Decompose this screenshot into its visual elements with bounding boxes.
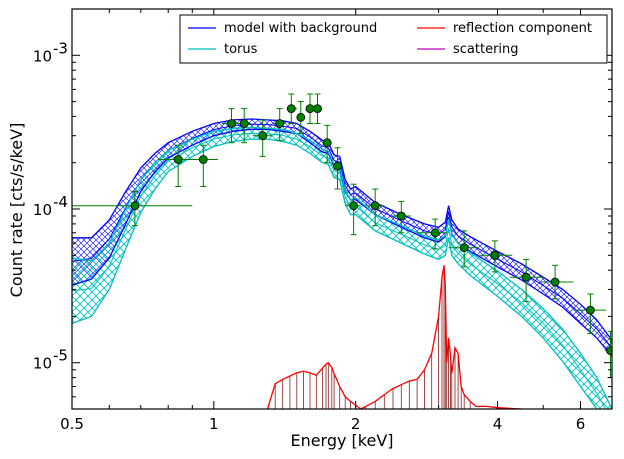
legend-label-torus: torus (224, 42, 258, 57)
model-with-background-upper (72, 118, 612, 341)
data-point (296, 112, 306, 122)
data-points (72, 93, 612, 379)
y-tick-label: 10 (33, 47, 52, 65)
y-tick-label: 10 (33, 201, 52, 219)
data-point (258, 131, 268, 141)
reflection-curve (266, 265, 527, 409)
y-axis-title: Count rate [cts/s/keV] (7, 123, 26, 298)
data-point (349, 201, 359, 211)
data-point (333, 161, 342, 171)
plot-frame (71, 8, 613, 410)
data-point (313, 104, 322, 113)
data-point (286, 104, 296, 113)
axis-ticks (71, 8, 613, 409)
legend-label-model: model with background (224, 21, 377, 36)
torus-upper (72, 126, 612, 409)
data-point (239, 119, 249, 128)
axis-tick-labels: 0.5 1 2 4 610-310-410-5 (33, 39, 585, 433)
data-point (322, 138, 332, 148)
y-tick-label-exponent: -4 (53, 193, 68, 211)
x-tick-label: 0.5 (60, 415, 84, 433)
data-point (521, 272, 531, 282)
x-tick-label: 2 (351, 415, 361, 433)
data-point (370, 201, 380, 211)
torus-lower (72, 138, 598, 409)
torus-median (72, 132, 607, 409)
plot-area (72, 93, 612, 409)
x-axis-title: Energy [keV] (290, 431, 393, 450)
x-tick-label: 4 (493, 415, 503, 433)
data-point (198, 155, 208, 164)
x-tick-label: 1 (209, 415, 219, 433)
legend-label-scattering: scattering (453, 42, 519, 57)
model-curves (72, 118, 612, 409)
x-tick-label: 6 (576, 415, 586, 433)
data-point (130, 201, 140, 211)
data-point (550, 277, 560, 287)
data-point (396, 211, 406, 221)
data-point (490, 250, 500, 260)
legend-label-reflection: reflection component (453, 21, 592, 36)
legend-box (179, 14, 608, 64)
data-point (459, 243, 469, 253)
data-point (305, 104, 315, 113)
data-point (430, 228, 440, 238)
y-tick-label: 10 (33, 355, 52, 373)
legend: model with background torus reflection c… (179, 14, 608, 64)
y-tick-label-exponent: -3 (53, 39, 68, 57)
data-point (275, 119, 285, 128)
data-point (586, 305, 595, 315)
reflection-component (266, 265, 527, 409)
data-point (173, 155, 183, 164)
data-point (606, 346, 612, 355)
data-point (227, 119, 236, 128)
y-tick-label-exponent: -5 (53, 347, 68, 365)
